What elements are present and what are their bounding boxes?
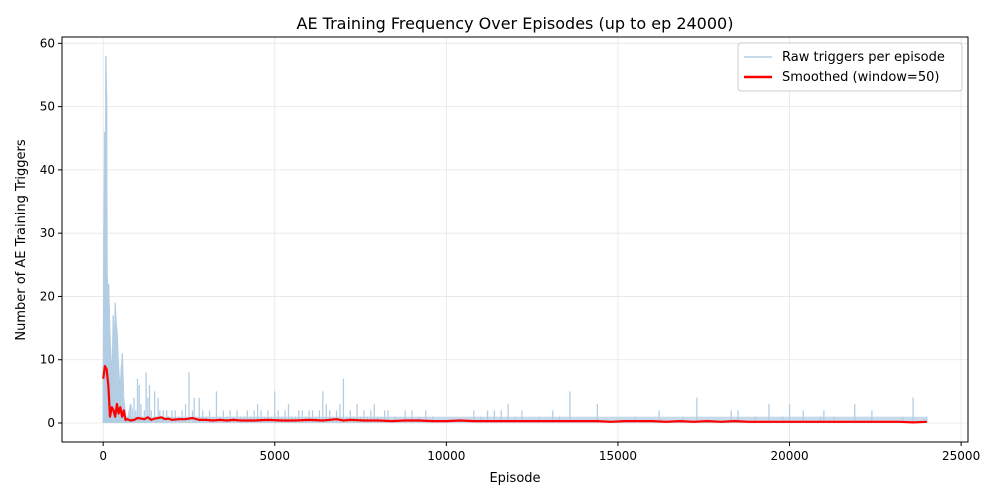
y-axis-ticks: 0 10 20 30 40 50 60 — [40, 36, 62, 430]
legend-box — [737, 42, 963, 92]
plot-frame — [61, 36, 969, 443]
x-tick-label: 5000 — [259, 449, 290, 463]
x-tick-label: 20000 — [770, 449, 808, 463]
y-axis-label: Number of AE Training Triggers — [14, 139, 29, 341]
y-tick-label: 10 — [40, 353, 55, 367]
y-tick-label: 0 — [47, 416, 55, 430]
x-tick-label: 25000 — [942, 449, 980, 463]
raw-series-line — [102, 55, 133, 424]
x-axis-label: Episode — [489, 471, 540, 486]
legend: Raw triggers per episode Smoothed (windo… — [737, 42, 963, 92]
y-tick-label: 20 — [40, 289, 55, 303]
x-tick-label: 0 — [99, 449, 107, 463]
smoothed-series-layer — [102, 365, 927, 424]
legend-smoothed-label: Smoothed (window=50) — [782, 70, 939, 85]
x-tick-label: 10000 — [427, 449, 465, 463]
smoothed-series-line — [102, 365, 927, 424]
legend-raw-label: Raw triggers per episode — [782, 50, 945, 65]
x-axis-ticks: 0 5000 10000 15000 20000 25000 — [99, 442, 980, 463]
y-tick-label: 60 — [40, 36, 55, 50]
chart-title: AE Training Frequency Over Episodes (up … — [297, 14, 734, 33]
y-tick-label: 50 — [40, 100, 55, 114]
x-tick-label: 15000 — [599, 449, 637, 463]
y-tick-label: 30 — [40, 226, 55, 240]
y-tick-label: 40 — [40, 163, 55, 177]
